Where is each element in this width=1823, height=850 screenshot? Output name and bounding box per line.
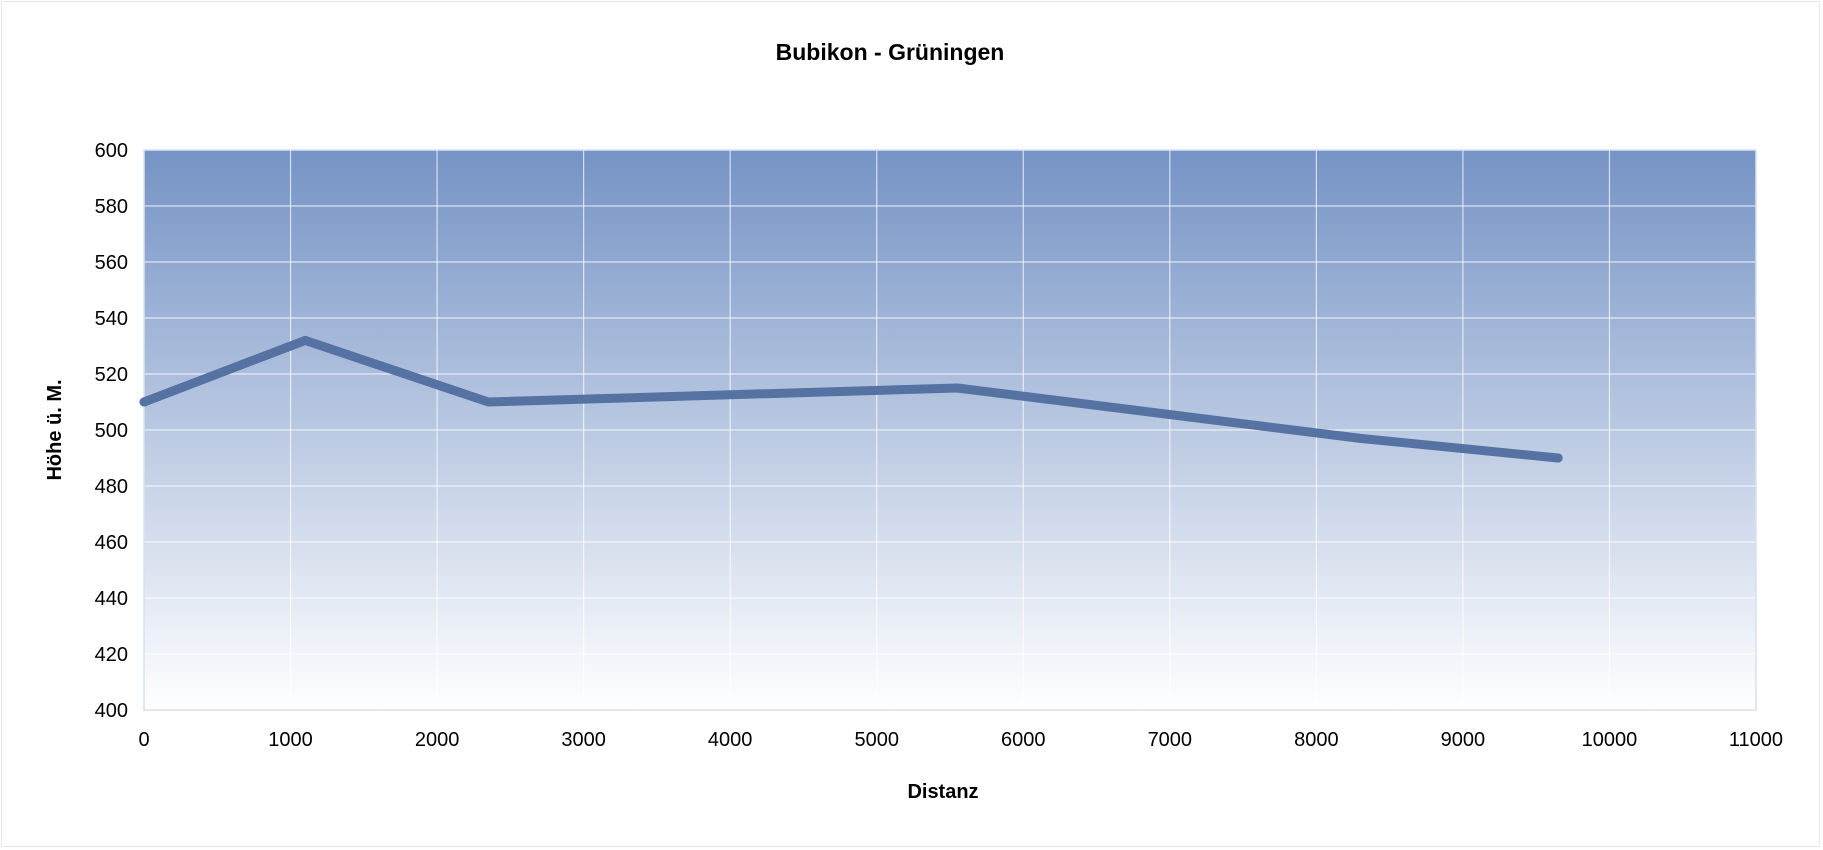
y-tick-label: 480 xyxy=(95,476,128,498)
y-tick-label: 440 xyxy=(95,588,128,610)
y-tick-label: 400 xyxy=(95,700,128,722)
elevation-line xyxy=(139,335,1563,463)
data-point xyxy=(952,383,962,393)
y-tick-label: 460 xyxy=(95,532,128,554)
x-tick-label: 6000 xyxy=(1001,729,1046,751)
plot-border xyxy=(143,149,1757,711)
data-point xyxy=(1553,453,1563,463)
x-tick-label: 2000 xyxy=(415,729,460,751)
data-point xyxy=(1355,433,1365,443)
y-tick-label: 540 xyxy=(95,308,128,330)
data-point xyxy=(483,397,493,407)
x-tick-label: 11000 xyxy=(1729,729,1783,751)
x-tick-label: 8000 xyxy=(1294,729,1339,751)
x-tick-label: 3000 xyxy=(561,729,606,751)
y-axis-label: Höhe ü. M. xyxy=(44,379,66,480)
y-tick-label: 560 xyxy=(95,252,128,274)
series-layer xyxy=(139,335,1563,463)
y-tick-label: 580 xyxy=(95,196,128,218)
x-tick-label: 7000 xyxy=(1148,729,1193,751)
chart-title: Bubikon - Grüningen xyxy=(776,39,1005,65)
data-point xyxy=(300,335,310,345)
x-tick-label: 1000 xyxy=(268,729,313,751)
y-tick-label: 600 xyxy=(95,140,128,162)
x-tick-label: 10000 xyxy=(1582,729,1638,751)
x-tick-label: 9000 xyxy=(1441,729,1486,751)
x-axis-ticks: 0 1000 2000 3000 4000 5000 6000 7000 8000 9000 100… xyxy=(138,729,1783,751)
x-tick-label: 0 xyxy=(138,729,149,751)
y-tick-label: 500 xyxy=(95,420,128,442)
x-axis-label: Distanz xyxy=(907,781,978,803)
y-axis-ticks: 400 420 440 460 480 500 520 540 560 580 600 xyxy=(95,140,128,722)
y-tick-label: 420 xyxy=(95,644,128,666)
y-tick-label: 520 xyxy=(95,364,128,386)
x-tick-label: 4000 xyxy=(708,729,753,751)
data-point xyxy=(139,397,149,407)
x-tick-label: 5000 xyxy=(854,729,899,751)
